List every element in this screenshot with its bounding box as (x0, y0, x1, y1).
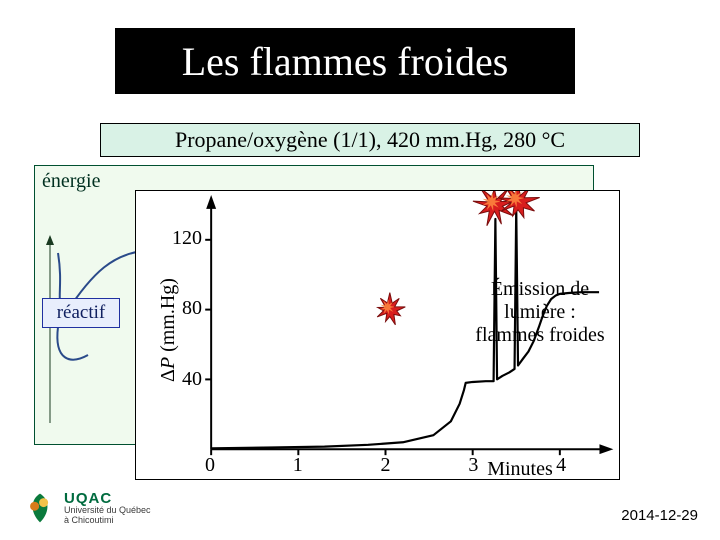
y-axis-label: ΔP (mm.Hg) (157, 278, 180, 382)
x-tick-label: 0 (200, 454, 220, 477)
uni-line2: à Chicoutimi (64, 516, 151, 525)
x-axis-label: Minutes (487, 458, 553, 481)
subtitle-text: Propane/oxygène (1/1), 420 mm.Hg, 280 °C (175, 127, 565, 153)
footer-logo-text: UQAC Université du Québec à Chicoutimi (64, 491, 151, 526)
subtitle-box: Propane/oxygène (1/1), 420 mm.Hg, 280 °C (100, 123, 640, 157)
x-tick-label: 2 (376, 454, 396, 477)
footer-date: 2014-12-29 (621, 507, 698, 524)
x-tick-label: 1 (288, 454, 308, 477)
reactif-label: réactif (57, 302, 106, 324)
y-tick-label: 120 (162, 227, 202, 250)
y-tick-label: 40 (162, 368, 202, 391)
y-tick-label: 80 (162, 297, 202, 320)
slide-title: Les flammes froides (115, 28, 575, 94)
slide-title-text: Les flammes froides (182, 38, 509, 85)
annotation-emission: Émission delumière :flammes froides (440, 278, 640, 347)
x-tick-label: 3 (463, 454, 483, 477)
reactif-box: réactif (42, 298, 120, 328)
footer-logo: UQAC Université du Québec à Chicoutimi (22, 490, 151, 526)
uqac-logo-icon (22, 490, 58, 526)
energie-label: énergie (42, 170, 101, 193)
x-tick-label: 4 (551, 454, 571, 477)
uni-acronym: UQAC (64, 491, 151, 507)
